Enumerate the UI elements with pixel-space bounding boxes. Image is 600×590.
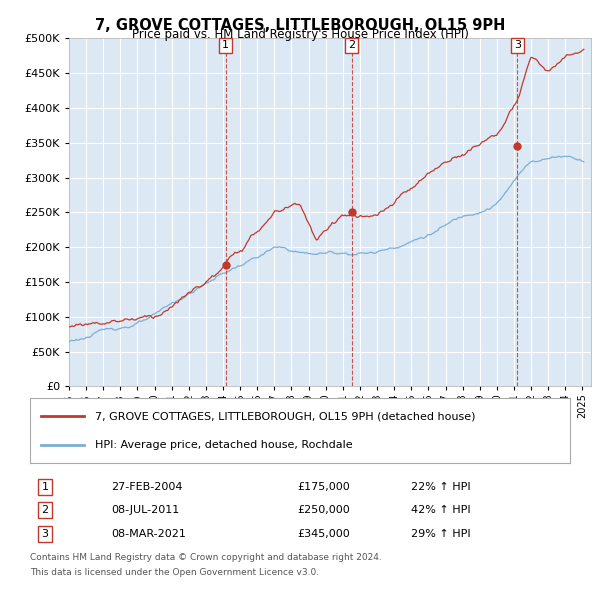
Text: 42% ↑ HPI: 42% ↑ HPI	[411, 506, 470, 515]
Text: 3: 3	[41, 529, 49, 539]
Text: £175,000: £175,000	[297, 482, 350, 491]
Text: 08-MAR-2021: 08-MAR-2021	[111, 529, 186, 539]
Text: £250,000: £250,000	[297, 506, 350, 515]
Text: 08-JUL-2011: 08-JUL-2011	[111, 506, 179, 515]
Text: £345,000: £345,000	[297, 529, 350, 539]
Text: 22% ↑ HPI: 22% ↑ HPI	[411, 482, 470, 491]
Text: 1: 1	[222, 40, 229, 50]
Text: 27-FEB-2004: 27-FEB-2004	[111, 482, 182, 491]
Text: 2: 2	[41, 506, 49, 515]
Text: 7, GROVE COTTAGES, LITTLEBOROUGH, OL15 9PH: 7, GROVE COTTAGES, LITTLEBOROUGH, OL15 9…	[95, 18, 505, 32]
Text: 1: 1	[41, 482, 49, 491]
Text: 7, GROVE COTTAGES, LITTLEBOROUGH, OL15 9PH (detached house): 7, GROVE COTTAGES, LITTLEBOROUGH, OL15 9…	[95, 411, 475, 421]
Text: 3: 3	[514, 40, 521, 50]
Text: HPI: Average price, detached house, Rochdale: HPI: Average price, detached house, Roch…	[95, 440, 352, 450]
Text: This data is licensed under the Open Government Licence v3.0.: This data is licensed under the Open Gov…	[30, 568, 319, 577]
Text: Price paid vs. HM Land Registry's House Price Index (HPI): Price paid vs. HM Land Registry's House …	[131, 28, 469, 41]
Text: Contains HM Land Registry data © Crown copyright and database right 2024.: Contains HM Land Registry data © Crown c…	[30, 553, 382, 562]
Text: 29% ↑ HPI: 29% ↑ HPI	[411, 529, 470, 539]
Text: 2: 2	[348, 40, 355, 50]
